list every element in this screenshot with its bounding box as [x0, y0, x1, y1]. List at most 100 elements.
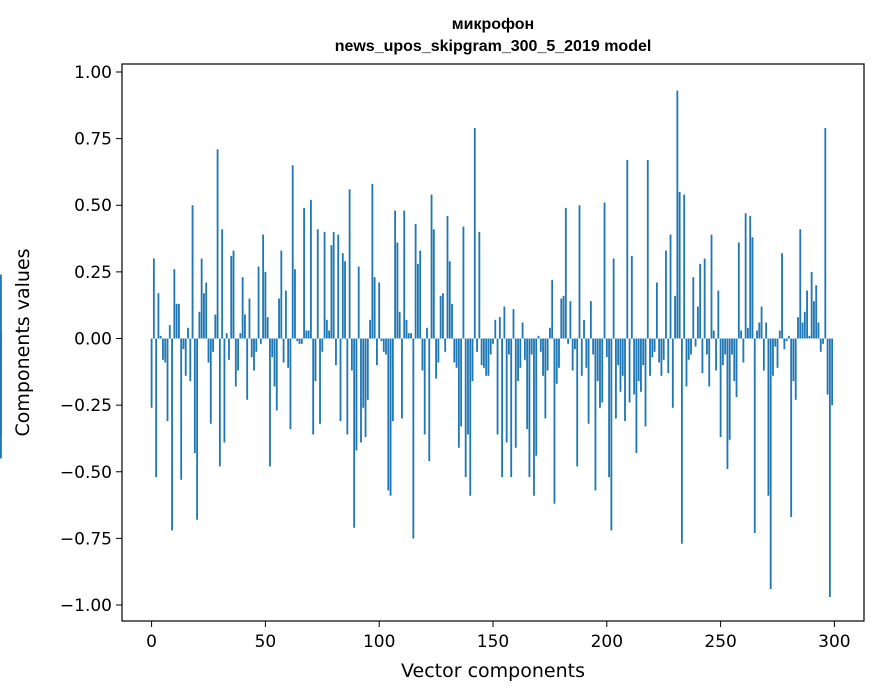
bar: [681, 338, 683, 544]
bar: [426, 327, 428, 339]
bar: [278, 298, 280, 339]
bar: [269, 338, 271, 467]
bar: [234, 338, 237, 387]
bar: [196, 338, 199, 520]
bar: [671, 338, 674, 408]
bar: [737, 242, 740, 339]
y-tick-label: 1.00: [74, 63, 112, 83]
bar: [621, 338, 624, 376]
bar: [435, 338, 438, 379]
bar: [209, 338, 212, 424]
bar: [364, 338, 367, 438]
bar: [314, 338, 317, 382]
bar: [207, 338, 210, 363]
bar: [241, 277, 244, 339]
bar: [266, 317, 269, 339]
bar: [544, 338, 547, 419]
bar: [624, 338, 626, 422]
bar: [498, 317, 501, 339]
bar: [328, 330, 331, 339]
y-tick-label: −0.75: [60, 529, 112, 549]
bar: [822, 338, 824, 344]
bar: [396, 242, 399, 339]
bar: [175, 303, 178, 339]
bar: [810, 271, 813, 339]
bar: [701, 338, 704, 374]
bar: [703, 258, 706, 339]
bar: [451, 303, 453, 339]
bar: [230, 255, 233, 339]
bar: [189, 338, 192, 382]
bar: [592, 338, 595, 355]
bar: [187, 327, 189, 339]
bar: [692, 277, 695, 339]
bar: [662, 338, 665, 360]
bar: [521, 322, 524, 339]
bar: [448, 261, 451, 339]
bar: [407, 333, 410, 339]
chart-title-group: микрофон news_upos_skipgram_300_5_2019 m…: [335, 16, 652, 55]
bar: [464, 338, 467, 478]
x-tick-label: 200: [591, 632, 623, 652]
bar: [248, 298, 251, 339]
bar: [655, 282, 658, 339]
bar: [767, 338, 770, 496]
bar: [489, 338, 492, 355]
ticks-layer: 0 50 100 150 200 250 300 1.00 0.75 0.50 0.25 0.00 −0…: [60, 63, 851, 652]
bar: [280, 250, 283, 339]
bar: [749, 215, 752, 339]
bar: [0, 338, 2, 435]
bar: [617, 338, 620, 366]
bar: [603, 202, 606, 339]
bar: [744, 213, 747, 339]
bar: [539, 338, 542, 352]
bar: [578, 205, 581, 339]
bar: [469, 338, 472, 496]
bar: [519, 338, 522, 368]
bar: [471, 338, 474, 382]
bar: [214, 314, 217, 339]
bar: [350, 338, 353, 371]
bar: [353, 338, 356, 528]
bar: [221, 229, 224, 339]
x-tick-label: 0: [146, 632, 157, 652]
bar: [371, 183, 374, 339]
bar: [442, 293, 444, 339]
y-tick-label: −0.25: [60, 396, 112, 416]
bar: [405, 319, 408, 339]
bar: [615, 338, 617, 419]
bar: [523, 338, 526, 360]
bar: [717, 290, 720, 339]
bar: [168, 325, 171, 339]
bar: [640, 338, 642, 392]
bar: [171, 338, 173, 531]
bar: [731, 338, 733, 355]
bar: [296, 338, 299, 342]
bar: [212, 338, 214, 352]
bar: [637, 338, 640, 382]
bar: [669, 234, 672, 339]
bar: [487, 338, 490, 376]
bar: [462, 226, 465, 339]
bar: [747, 327, 749, 339]
bar: [228, 338, 230, 360]
bar: [785, 338, 788, 342]
bar: [492, 338, 494, 344]
bar: [369, 319, 371, 339]
bar: [660, 338, 663, 376]
bar: [273, 338, 276, 387]
bar: [410, 333, 412, 339]
bar: [232, 250, 235, 339]
bar: [799, 229, 802, 339]
bar: [510, 338, 513, 478]
bar: [535, 338, 538, 456]
bar: [348, 189, 351, 339]
bar: [457, 338, 460, 448]
bar: [218, 338, 221, 467]
bar: [321, 338, 324, 352]
bar: [555, 338, 558, 384]
bar: [432, 229, 435, 339]
bar: [394, 210, 397, 339]
bar: [444, 338, 447, 352]
bar: [783, 338, 786, 350]
